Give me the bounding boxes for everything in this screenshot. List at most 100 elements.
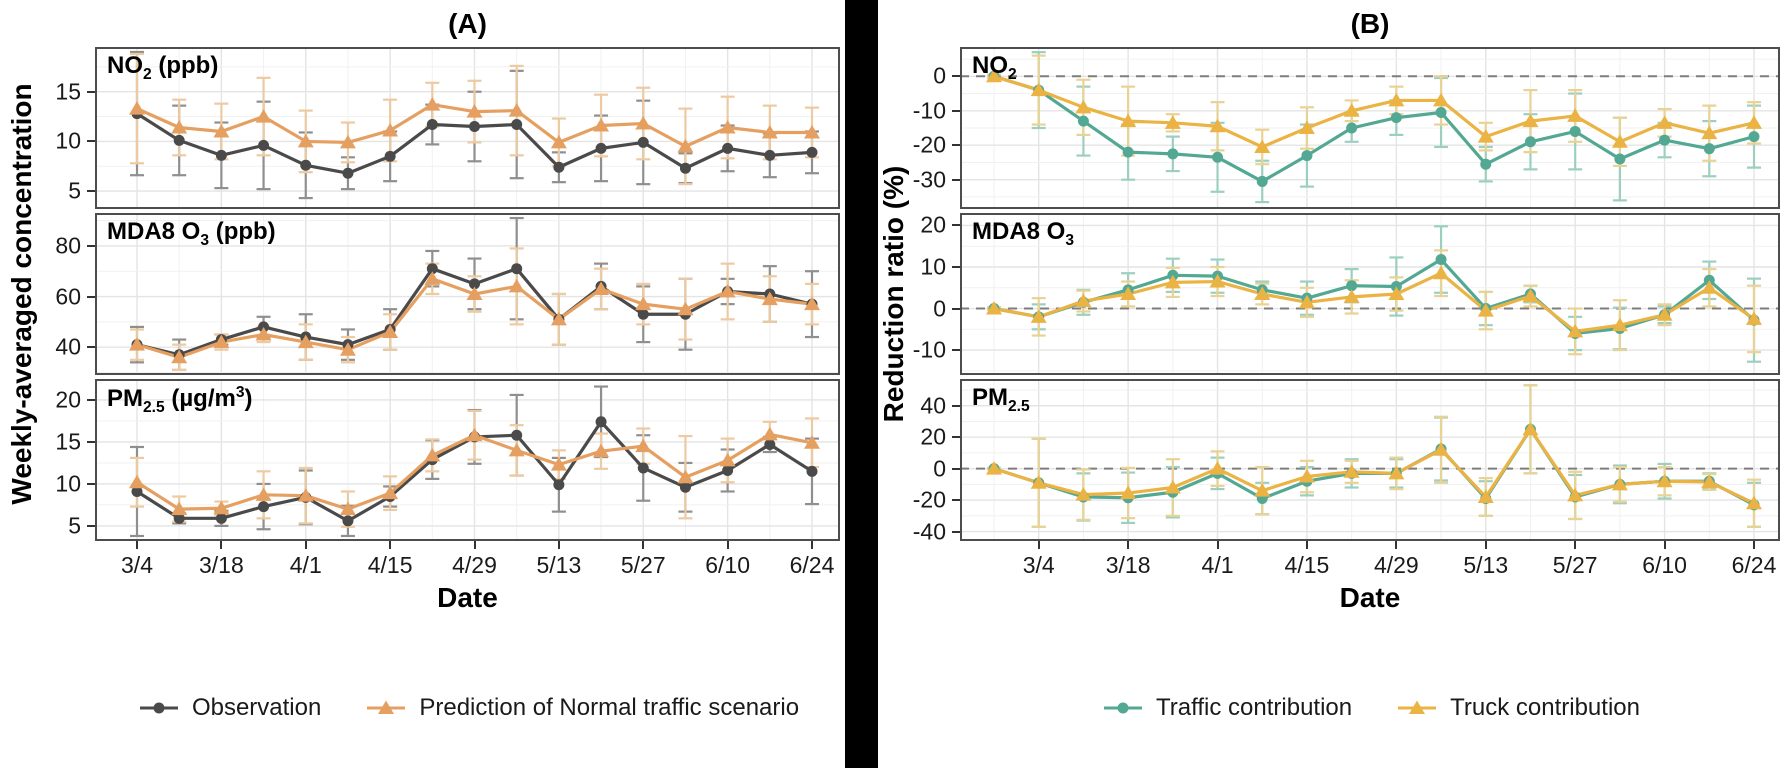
y-tick-label: -10 (912, 97, 946, 124)
y-tick-mark (87, 244, 95, 247)
subplot-o3-concentration: MDA8 O3 (ppb) 40 60 80 (55, 213, 840, 375)
x-tick-mark (1574, 541, 1577, 549)
y-tick-mark (87, 482, 95, 485)
x-tick-mark (473, 541, 476, 549)
y-tick-label: -30 (912, 166, 946, 193)
no2-concentration-chart (95, 47, 840, 209)
x-tick-label: 6/24 (789, 552, 835, 578)
legend-item-label: Traffic contribution (1156, 694, 1353, 721)
y-tick-mark (952, 404, 960, 407)
x-tick-label: 4/1 (1201, 552, 1234, 578)
no2-reduction-chart (960, 47, 1780, 209)
panel-b-legend: Traffic contribution Truck contribution (960, 694, 1780, 722)
y-tick-mark (952, 499, 960, 502)
x-tick-mark (136, 541, 138, 549)
y-tick-label: 40 (920, 392, 946, 419)
y-tick-mark (952, 266, 960, 268)
y-tick-label: 5 (68, 512, 81, 539)
x-tick-label: 4/15 (1284, 552, 1330, 578)
panel-b: (B) Reduction ratio (%) NO2 0 -10 -20 -30 M… (878, 0, 1789, 768)
x-tick-mark (1484, 541, 1487, 549)
x-tick-mark (1216, 541, 1219, 549)
y-tick-mark (87, 190, 95, 193)
x-tick-mark (389, 541, 392, 549)
y-tick-label: 0 (933, 62, 946, 89)
y-tick-label: 10 (55, 127, 81, 154)
y-tick-label: 10 (55, 470, 81, 497)
y-tick-mark (952, 144, 960, 147)
x-tick-label: 5/27 (620, 552, 666, 578)
subplot-o3-reduction: MDA8 O3 20 10 0 -10 (913, 212, 1780, 375)
y-tick-mark (87, 440, 95, 443)
y-tick-mark (952, 178, 960, 181)
y-tick-mark (87, 90, 95, 93)
x-tick-mark (642, 541, 645, 549)
subplot-label: MDA8 O3 (972, 218, 1075, 249)
y-tick-label: 20 (55, 386, 81, 413)
y-tick-mark (952, 530, 960, 533)
panel-a: (A) Weekly-averaged concentration NO2 (p… (0, 0, 845, 768)
y-tick-label: -20 (912, 131, 946, 158)
panel-a-y-axis-label: Weekly-averaged concentration (6, 83, 37, 505)
y-tick-label: 10 (920, 253, 946, 280)
y-tick-label: 5 (68, 177, 81, 204)
y-tick-mark (87, 346, 95, 349)
x-tick-label: 5/27 (1552, 552, 1598, 578)
x-tick-mark (1753, 541, 1755, 549)
y-tick-label: -10 (912, 336, 946, 363)
subplot-pm25-concentration: PM2.5 (µg/m3) 5 10 15 20 (55, 379, 840, 541)
legend-marker-triangle-icon (1398, 700, 1437, 714)
x-tick-mark (1305, 541, 1308, 549)
y-tick-mark (952, 349, 960, 352)
y-tick-label: -20 (912, 486, 946, 513)
x-tick-label: 5/13 (536, 552, 582, 578)
y-tick-mark (87, 398, 95, 401)
y-tick-mark (952, 109, 960, 112)
y-tick-label: 20 (920, 211, 946, 238)
subplot-label: NO2 (972, 52, 1017, 83)
legend-marker-triangle-icon (367, 700, 406, 714)
legend-item-label: Observation (191, 694, 322, 721)
pm25-concentration-chart (95, 379, 840, 541)
subplot-no2-concentration: NO2 (ppb) 5 10 15 (55, 47, 840, 209)
x-tick-label: 5/13 (1463, 552, 1509, 578)
x-tick-mark (220, 541, 223, 549)
panel-b-x-ticks: 3/4 3/18 4/1 4/15 4/29 5/13 5/27 6/10 6/24 (960, 541, 1780, 581)
y-tick-label: 0 (933, 295, 946, 322)
subplot-no2-reduction: NO2 0 -10 -20 -30 (913, 47, 1780, 209)
x-tick-label: 4/15 (367, 552, 413, 578)
y-tick-label: 15 (55, 428, 81, 455)
panel-b-x-axis-label: Date (1339, 582, 1401, 613)
legend-item: Prediction of Normal traffic scenario (363, 694, 799, 722)
panel-b-title: (B) (1350, 8, 1390, 39)
subplot-pm25-reduction: PM2.5 40 20 0 -20 -40 (913, 379, 1780, 544)
legend-item-label: Prediction of Normal traffic scenario (419, 694, 800, 721)
subplot-label: MDA8 O3 (ppb) (107, 218, 276, 249)
y-tick-mark (952, 307, 960, 310)
y-tick-mark (952, 75, 960, 78)
panel-a-title: (A) (448, 8, 487, 39)
panel-a-x-ticks: 3/4 3/18 4/1 4/15 4/29 5/13 5/27 6/10 6/24 (95, 541, 840, 581)
x-tick-label: 4/29 (452, 552, 497, 578)
legend-marker-circle-icon (139, 702, 178, 714)
subplot-label: NO2 (ppb) (107, 52, 219, 83)
o3-concentration-chart (95, 213, 840, 375)
x-tick-label: 3/18 (1105, 552, 1151, 578)
y-tick-label: 20 (920, 423, 946, 450)
legend-item-label: Truck contribution (1450, 694, 1640, 721)
y-tick-label: 0 (933, 455, 946, 482)
x-tick-label: 6/10 (705, 552, 751, 578)
x-tick-mark (811, 541, 813, 549)
subplot-label: PM2.5 (972, 384, 1030, 415)
legend-marker-circle-icon (1104, 702, 1143, 714)
o3-reduction-chart (960, 213, 1780, 375)
y-tick-mark (87, 295, 95, 298)
y-tick-label: 40 (55, 333, 81, 360)
y-tick-label: 60 (55, 283, 81, 310)
legend-item: Observation (136, 694, 321, 722)
y-tick-mark (952, 224, 960, 227)
x-tick-mark (726, 541, 729, 549)
x-tick-mark (557, 541, 560, 549)
x-tick-label: 3/4 (1022, 552, 1055, 578)
